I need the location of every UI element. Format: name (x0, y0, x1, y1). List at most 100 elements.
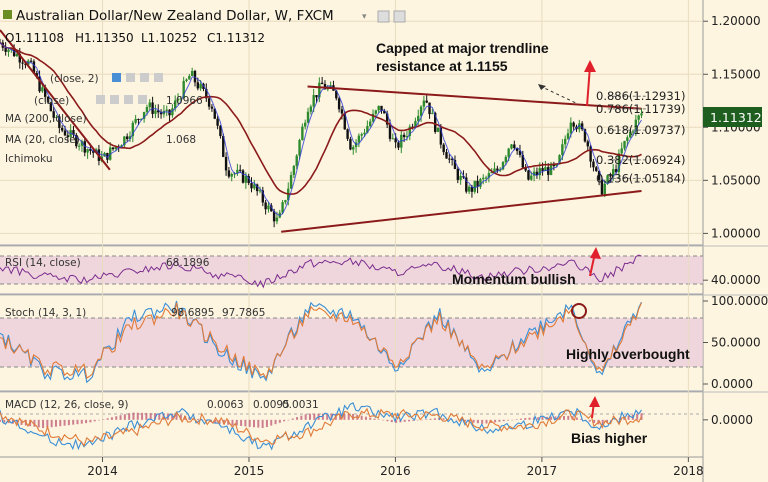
candle-body (92, 150, 95, 153)
overlay-row1-label[interactable]: (close, 2) (50, 73, 99, 85)
candle-body (258, 190, 262, 192)
candle-body (521, 154, 524, 168)
overlay-row2-settings-icon[interactable] (110, 95, 119, 104)
candle-body (12, 48, 16, 57)
candle-body (402, 134, 406, 138)
candle-body (58, 117, 61, 128)
early-downtrend-line[interactable] (0, 29, 111, 171)
annotation-overbought: Highly overbought (566, 346, 690, 362)
macd-label[interactable]: MACD (12, 26, close, 9) (5, 399, 128, 411)
stoch-label[interactable]: Stoch (14, 3, 1) (5, 307, 86, 319)
macd-histogram-bar (481, 419, 484, 424)
candle-body (304, 122, 307, 127)
candle-body (606, 175, 609, 184)
overlay-row2-add-icon[interactable] (124, 95, 133, 104)
macd-histogram-bar (132, 412, 135, 420)
dashed-arrow-head (538, 84, 546, 90)
candle-body (176, 98, 180, 101)
candle-body (603, 183, 606, 195)
macd-histogram-bar (494, 419, 497, 423)
fib-level-label: 0.382(1.06924) (596, 153, 685, 167)
candle-body (628, 131, 632, 138)
visibility-icon[interactable] (377, 10, 390, 23)
candle-body (626, 137, 629, 141)
macd-histogram-bar (278, 419, 281, 423)
y-tick-label: 1.00000 (711, 226, 761, 240)
dropdown-chevron-icon[interactable]: ▾ (362, 12, 367, 22)
candle-body (253, 184, 256, 189)
candle-body (617, 153, 621, 173)
overbought-circle-marker (571, 303, 587, 319)
macd-histogram-bar (360, 415, 363, 420)
candle-body (142, 111, 146, 119)
price-pane[interactable] (0, 0, 703, 244)
fib-level-label: 0.886(1.12931) (596, 89, 685, 103)
candle-body (75, 134, 78, 147)
ohlc-low: L1.10252 (141, 31, 197, 45)
candle-body (335, 90, 338, 99)
candle-body (391, 138, 395, 140)
macd-histogram-bar (476, 419, 479, 424)
candle-body (44, 87, 47, 97)
time-axis[interactable] (0, 457, 703, 482)
candle-body (631, 131, 635, 133)
macd-up-arrow-head (589, 396, 600, 407)
candle-body (86, 149, 89, 153)
candle-body (222, 136, 225, 157)
candle-body (532, 171, 536, 176)
rsi-line (0, 254, 642, 289)
candle-body (473, 180, 476, 192)
ma20-label[interactable]: MA (20, close) (5, 134, 80, 146)
macd-histogram-bar (240, 419, 243, 426)
overlay-row2-close-icon[interactable] (138, 95, 147, 104)
macd-histogram-bar (128, 413, 131, 420)
overlay-row1-settings-icon[interactable] (126, 73, 135, 82)
macd-histogram-bar (537, 417, 540, 420)
price-up-arrow-head (584, 60, 596, 72)
ma200-label[interactable]: MA (200, close) (5, 113, 87, 125)
settings-icon[interactable] (393, 10, 406, 23)
candle-body (538, 168, 541, 176)
macd-histogram-bar (145, 412, 148, 420)
candle-body (301, 126, 304, 141)
macd-histogram-bar (20, 419, 23, 425)
stoch-d-line (0, 302, 643, 380)
macd-histogram-bar (455, 419, 458, 421)
candle-body (224, 156, 228, 171)
ichimoku-label[interactable]: Ichimoku (5, 153, 53, 165)
candle-body (363, 132, 366, 135)
overlay-row2-eye-icon[interactable] (96, 95, 105, 104)
chart-title[interactable]: Australian Dollar/New Zealand Dollar, W,… (16, 8, 334, 24)
macd-pane[interactable] (0, 392, 703, 457)
candle-body (493, 168, 496, 172)
candle-body (32, 61, 36, 74)
macd-histogram-bar (106, 418, 109, 420)
macd-histogram-bar (343, 413, 346, 420)
candle-body (597, 170, 601, 180)
candle-body (428, 102, 431, 115)
candle-body (614, 169, 618, 173)
macd-histogram-bar (179, 414, 182, 420)
candle-body (620, 148, 623, 154)
overlay-row1-eye-icon[interactable] (112, 73, 121, 82)
overlay-row1-close-icon[interactable] (154, 73, 163, 82)
candle-body (241, 170, 245, 183)
overlay-row2-label[interactable]: (close) (34, 95, 69, 107)
rsi-label[interactable]: RSI (14, close) (5, 257, 81, 269)
ohlc-close: C1.11312 (207, 31, 265, 45)
lower-trendline[interactable] (281, 189, 642, 233)
macd-histogram-bar (459, 419, 462, 421)
candle-body (366, 126, 369, 133)
price-axis[interactable] (703, 0, 768, 482)
macd-histogram-bar (420, 419, 423, 421)
candle-body (580, 123, 584, 130)
candle-body (111, 147, 115, 150)
macd-histogram-bar (408, 419, 411, 422)
overlay-row1-add-icon[interactable] (140, 73, 149, 82)
upper-trendline[interactable] (307, 85, 642, 110)
macd-histogram-bar (463, 419, 466, 422)
candle-body (558, 155, 561, 164)
candle-body (634, 119, 638, 132)
x-tick-label: 2017 (527, 464, 558, 478)
